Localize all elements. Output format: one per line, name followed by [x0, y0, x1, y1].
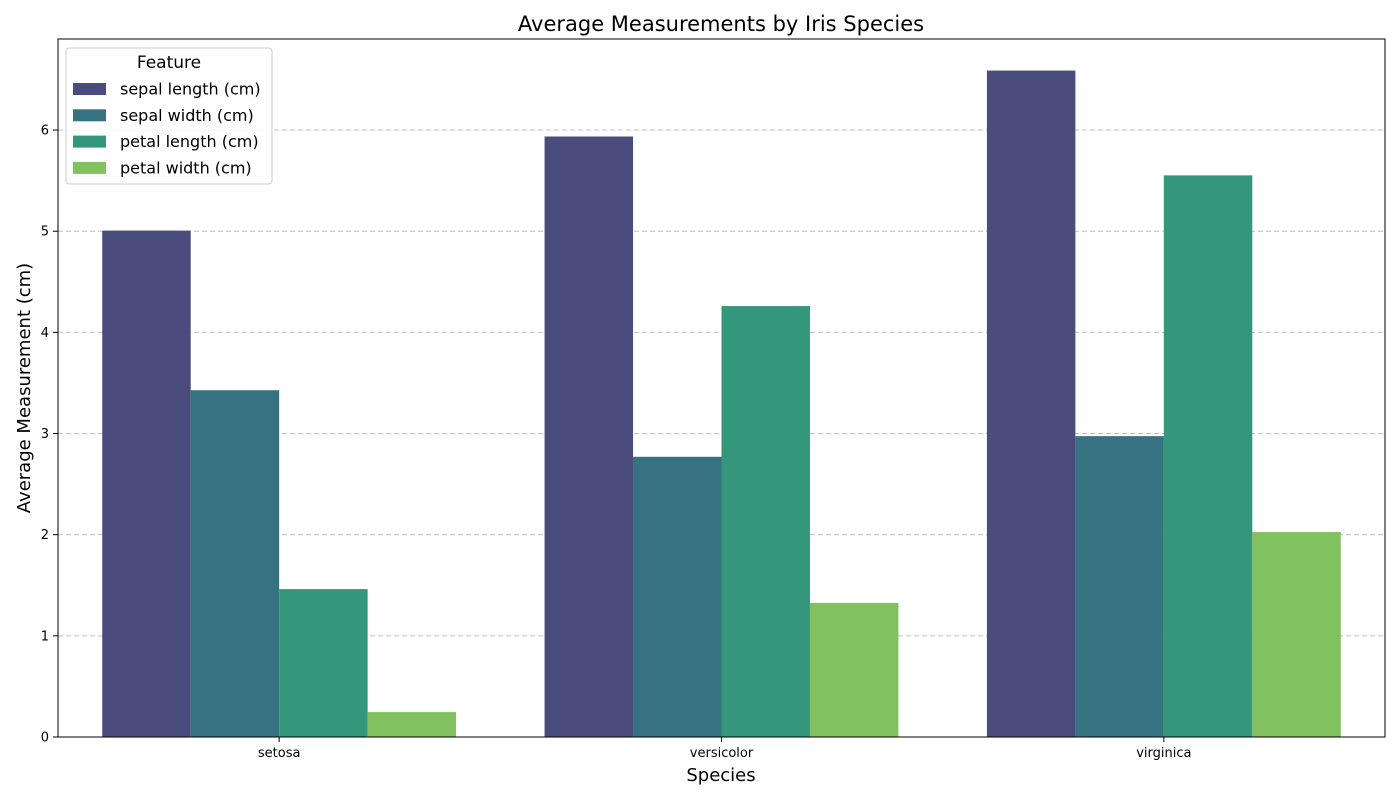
legend-box	[65, 47, 273, 185]
legend-title: Feature	[137, 53, 201, 73]
bars-layer	[102, 70, 1341, 737]
axes-layer: 0 1 2 3 4 5 6 setosa versicolor virginica	[41, 38, 1386, 761]
bar-virginica-1	[1075, 436, 1164, 737]
x-tick-label-setosa: setosa	[258, 746, 301, 761]
legend-swatch	[73, 161, 106, 174]
bar-versicolor-1	[633, 456, 722, 737]
bar-setosa-2	[279, 589, 368, 737]
bar-versicolor-3	[809, 602, 899, 737]
y-tick-label: 2	[41, 528, 49, 543]
legend-swatch	[73, 135, 106, 148]
legend-label: sepal width (cm)	[120, 106, 254, 125]
bar-virginica-3	[1252, 532, 1341, 737]
bar-setosa-3	[367, 712, 457, 737]
legend-label: petal length (cm)	[120, 132, 259, 151]
legend-label: sepal length (cm)	[120, 80, 261, 99]
bar-virginica-0	[986, 70, 1076, 737]
legend-swatch	[73, 109, 106, 122]
y-tick-label: 4	[41, 326, 49, 341]
legend: Feature sepal length (cm) sepal width (cm…	[65, 47, 273, 185]
plot-frame	[57, 38, 1386, 738]
x-axis-label: Species	[686, 765, 755, 786]
y-tick-label: 0	[41, 731, 49, 746]
y-tick-label: 6	[41, 124, 49, 139]
y-tick-label: 3	[41, 427, 49, 442]
legend-entries: sepal length (cm) sepal width (cm) petal l…	[73, 80, 261, 177]
bar-setosa-1	[190, 390, 280, 737]
bar-versicolor-2	[721, 306, 810, 737]
bar-virginica-2	[1163, 175, 1253, 737]
bar-versicolor-0	[544, 136, 634, 737]
bar-setosa-0	[102, 230, 191, 737]
legend-swatch	[73, 83, 106, 95]
x-tick-label-virginica: virginica	[1136, 746, 1191, 761]
x-tick-label-versicolor: versicolor	[690, 746, 754, 761]
legend-label: petal width (cm)	[120, 158, 252, 177]
y-tick-label: 5	[41, 225, 49, 240]
y-axis-label: Average Measurement (cm)	[14, 263, 35, 513]
y-tick-label: 1	[41, 629, 49, 644]
chart-title: Average Measurements by Iris Species	[518, 12, 924, 36]
